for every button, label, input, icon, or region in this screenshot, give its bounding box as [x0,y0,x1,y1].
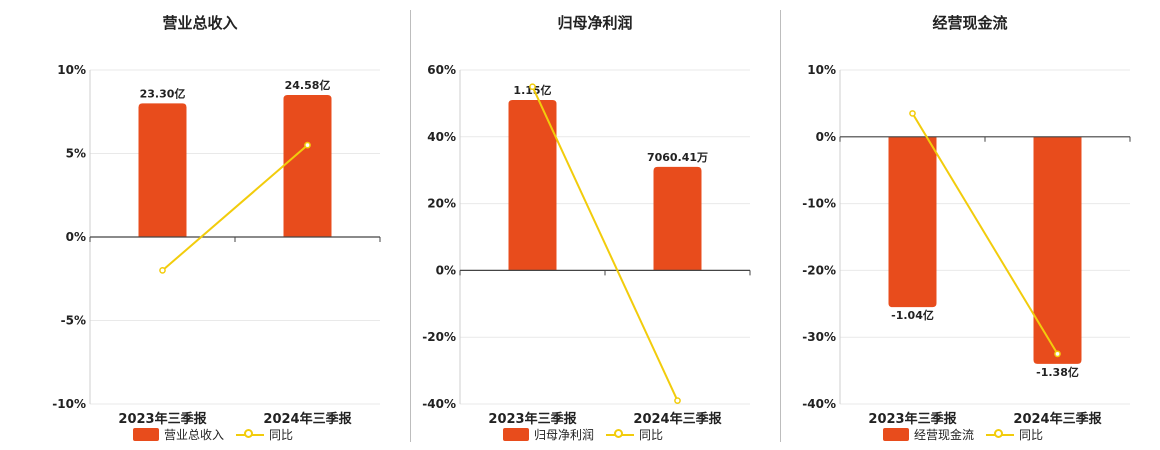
series-line [531,86,679,402]
series-line [161,144,309,272]
legend-line-label: 同比 [269,428,294,442]
legend: 归母净利润 同比 [503,426,663,443]
bar [508,100,557,271]
line-point [909,110,916,117]
y-tick-label: 20% [427,197,456,211]
chart-title: 经营现金流 [932,14,1008,32]
legend-line-swatch [236,428,265,441]
bar-value-label: 1.15亿 [513,83,551,97]
legend: 营业总收入 同比 [133,426,293,443]
legend-bar-swatch [503,428,529,441]
y-tick-label: 10% [807,63,836,77]
chart-svg: 10% 0% -10% -20% -30% -40% -1.04亿 -1.38亿 2023年三季… [802,63,1131,427]
y-tick-label: -20% [422,330,456,344]
y-tick-label: -10% [52,397,86,411]
bar [283,95,332,237]
y-tick-label: -40% [422,397,456,411]
legend-bar-swatch [133,428,159,441]
y-tick-label: 0% [816,130,836,144]
legend: 经营现金流 同比 [883,426,1043,443]
bar-value-label: 23.30亿 [140,86,186,100]
panel-net-profit: 归母净利润 60% 40% 20% 0% -20% -40% 1.15亿 7060.41万 20… [410,0,780,450]
line-point [674,397,681,405]
y-tick-label: -5% [61,314,86,328]
bar [653,166,702,271]
x-tick-label: 2024年三季报 [263,411,352,427]
x-tick-label: 2023年三季报 [118,411,207,427]
y-tick-label: -10% [802,197,836,211]
chart-svg: 10% 5% 0% -5% -10% 23.30亿 24.58亿 2023年三季报 2024年三… [52,63,381,427]
y-tick-label: 60% [427,63,456,77]
y-tick-label: 5% [66,147,86,161]
bar-value-label: 7060.41万 [647,151,708,164]
line-point [1054,350,1061,358]
bar [1033,136,1082,364]
bar-value-label: -1.38亿 [1036,365,1079,379]
x-tick-label: 2024年三季报 [1013,411,1102,427]
bar [888,136,937,308]
legend-bar-swatch [883,428,909,441]
legend-bar-label: 经营现金流 [914,428,975,442]
series-line [911,112,1059,355]
legend-line-swatch [606,428,635,441]
legend-line-label: 同比 [1019,428,1044,442]
legend-bar-label: 归母净利润 [534,428,595,442]
divider [780,10,781,442]
chart-svg: 60% 40% 20% 0% -20% -40% 1.15亿 7060.41万 2023年三季报… [422,63,751,427]
bar-value-label: -1.04亿 [891,308,934,322]
y-tick-label: 0% [66,230,86,244]
bar [138,103,187,238]
y-tick-label: 10% [57,63,86,77]
y-tick-label: -20% [802,263,836,277]
chart-title: 营业总收入 [162,14,238,32]
panel-revenue: 营业总收入 10% 5% 0% -5% -10% 23.30亿 24.58亿 2023年三季报… [0,0,400,450]
y-tick-label: 0% [436,263,456,277]
line-point [159,267,166,274]
legend-bar-label: 营业总收入 [164,428,225,442]
legend-line-swatch [986,428,1015,441]
x-tick-label: 2023年三季报 [488,411,577,427]
y-tick-label: 40% [427,130,456,144]
line-point [529,83,536,91]
panel-cash-flow: 经营现金流 10% 0% -10% -20% -30% -40% -1.04亿 -1.38亿 2… [780,0,1160,450]
bar-value-label: 24.58亿 [285,78,331,92]
y-tick-label: -40% [802,397,836,411]
legend-line-label: 同比 [639,428,664,442]
y-tick-label: -30% [802,330,836,344]
divider [410,10,411,442]
chart-title: 归母净利润 [557,14,633,32]
x-tick-label: 2024年三季报 [633,411,722,427]
x-tick-label: 2023年三季报 [868,411,957,427]
line-point [304,141,311,149]
